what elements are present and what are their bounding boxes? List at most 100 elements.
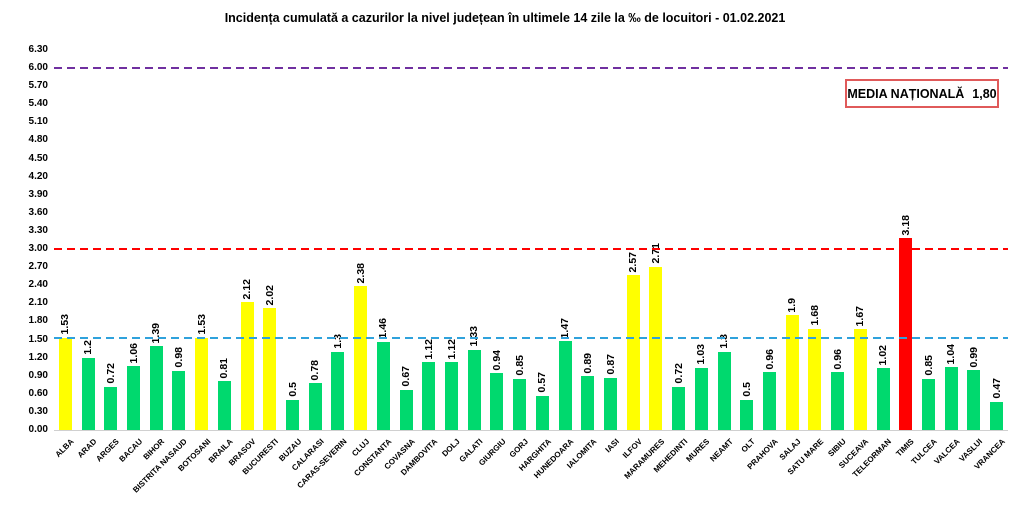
- bar-prahova: [763, 372, 776, 430]
- bar-value-arges: 0.72: [104, 363, 117, 384]
- y-axis-tick-0.90: 0.90: [28, 369, 48, 381]
- bar-braila: [217, 381, 231, 430]
- bar-value-harghita: 0.57: [536, 372, 549, 393]
- y-axis-tick-3.60: 3.60: [28, 206, 48, 218]
- x-axis-label-neamt: NEAMT: [707, 437, 735, 464]
- bar-value-giurgiu: 0.94: [490, 349, 503, 371]
- bar-covasna: [399, 389, 413, 430]
- y-axis-tick-0.30: 0.30: [28, 405, 48, 417]
- bar-value-mures: 1.03: [695, 344, 708, 365]
- bar-value-bucuresti: 2.02: [263, 284, 276, 306]
- y-axis-tick-3.90: 3.90: [28, 188, 48, 200]
- bar-bucuresti: [263, 308, 277, 430]
- y-axis-tick-1.50: 1.50: [28, 333, 48, 345]
- bar-value-bistrita-nasaud: 0.98: [172, 347, 185, 368]
- bar-brasov: [240, 302, 254, 430]
- bar-value-sibiu: 0.96: [831, 348, 844, 370]
- bar-dolj: [445, 362, 458, 430]
- bar-teleorman: [876, 368, 890, 430]
- bar-dambovita: [422, 362, 436, 430]
- bar-caras-severin: [331, 351, 345, 430]
- bar-galati: [467, 349, 481, 430]
- y-axis-tick-2.40: 2.40: [28, 279, 48, 291]
- bar-calarasi: [308, 382, 322, 430]
- bar-vaslui: [967, 370, 981, 430]
- y-axis-tick-0.00: 0.00: [28, 424, 48, 435]
- bar-arges: [104, 386, 118, 430]
- bar-value-neamt: 1.3: [718, 333, 731, 349]
- bar-constanta: [376, 341, 390, 430]
- national-average-value: 1,80: [972, 86, 997, 101]
- bar-sibiu: [831, 372, 845, 430]
- bar-value-olt: 0.5: [740, 382, 753, 397]
- bar-value-caras-severin: 1.3: [331, 333, 344, 349]
- bar-value-ilfov: 2.57: [627, 251, 640, 272]
- bar-mehedinti: [672, 386, 686, 430]
- bar-suceava: [853, 329, 867, 430]
- bar-mures: [694, 367, 708, 430]
- bar-value-timis: 3.18: [899, 214, 912, 236]
- y-axis-tick-3.30: 3.30: [28, 224, 48, 236]
- bar-ilfov: [626, 274, 640, 430]
- y-axis-tick-5.70: 5.70: [28, 80, 48, 92]
- bar-value-bihor: 1.39: [150, 322, 163, 344]
- bar-value-iasi: 0.87: [604, 354, 617, 375]
- bar-bacau: [127, 366, 140, 430]
- reference-purple-line: [54, 67, 1008, 70]
- bar-satu-mare: [808, 328, 822, 430]
- bar-value-teleorman: 1.02: [877, 345, 890, 366]
- bar-value-tulcea: 0.85: [922, 355, 935, 376]
- y-axis-tick-6.30: 6.30: [28, 43, 48, 55]
- bar-value-satu-mare: 1.68: [808, 305, 821, 326]
- x-axis-label-olt: OLT: [739, 437, 758, 455]
- bar-olt: [740, 399, 754, 430]
- bar-value-suceava: 1.67: [854, 305, 867, 327]
- bar-gorj: [513, 378, 527, 430]
- bar-value-ialomita: 0.89: [581, 352, 594, 374]
- x-axis-label-bacau: BACAU: [117, 437, 144, 464]
- bar-value-maramures: 2.71: [649, 243, 662, 264]
- y-axis-tick-4.50: 4.50: [28, 152, 48, 164]
- bar-buzau: [286, 399, 299, 430]
- y-axis-tick-2.70: 2.70: [28, 261, 48, 273]
- x-axis-label-mures: MURES: [684, 437, 712, 464]
- bar-value-constanta: 1.46: [377, 318, 390, 339]
- bar-neamt: [717, 351, 731, 430]
- bar-iasi: [604, 377, 617, 430]
- bar-salaj: [785, 315, 799, 430]
- bar-value-dambovita: 1.12: [422, 339, 435, 360]
- bar-value-alba: 1.53: [59, 314, 72, 335]
- bar-value-salaj: 1.9: [786, 297, 799, 313]
- bar-value-gorj: 0.85: [513, 355, 526, 376]
- y-axis-tick-1.20: 1.20: [28, 351, 48, 363]
- bar-value-brasov: 2.12: [241, 278, 254, 300]
- bar-bihor: [149, 346, 163, 430]
- chart-title: Incidența cumulată a cazurilor la nivel …: [224, 11, 786, 25]
- x-axis-label-alba: ALBA: [53, 437, 76, 460]
- bar-value-arad: 1.2: [82, 340, 95, 355]
- bar-value-braila: 0.81: [218, 357, 231, 379]
- bar-arad: [81, 357, 95, 430]
- bar-maramures: [649, 266, 663, 430]
- bar-cluj: [354, 286, 368, 430]
- y-axis-tick-1.80: 1.80: [28, 315, 48, 327]
- x-axis-line: [54, 430, 1008, 431]
- bar-value-vaslui: 0.99: [967, 346, 980, 368]
- bar-value-cluj: 2.38: [354, 262, 367, 284]
- bar-botosani: [195, 337, 209, 430]
- bar-value-botosani: 1.53: [195, 314, 208, 335]
- bar-giurgiu: [490, 373, 504, 430]
- reference-blue-line: [54, 337, 1008, 340]
- y-axis-tick-0.60: 0.60: [28, 387, 48, 399]
- national-average-box: MEDIA NAȚIONALĂ 1,80: [845, 79, 999, 108]
- bar-value-hunedoara: 1.47: [559, 317, 572, 339]
- y-axis-tick-4.20: 4.20: [28, 170, 48, 182]
- national-average-label: MEDIA NAȚIONALĂ: [847, 86, 965, 101]
- reference-red-line: [54, 248, 1008, 250]
- x-axis-label-iasi: IASI: [603, 437, 621, 455]
- y-axis-tick-3.00: 3.00: [28, 243, 48, 254]
- bar-value-vrancea: 0.47: [990, 378, 1003, 399]
- bar-valcea: [944, 367, 958, 430]
- y-axis-tick-2.10: 2.10: [28, 297, 48, 309]
